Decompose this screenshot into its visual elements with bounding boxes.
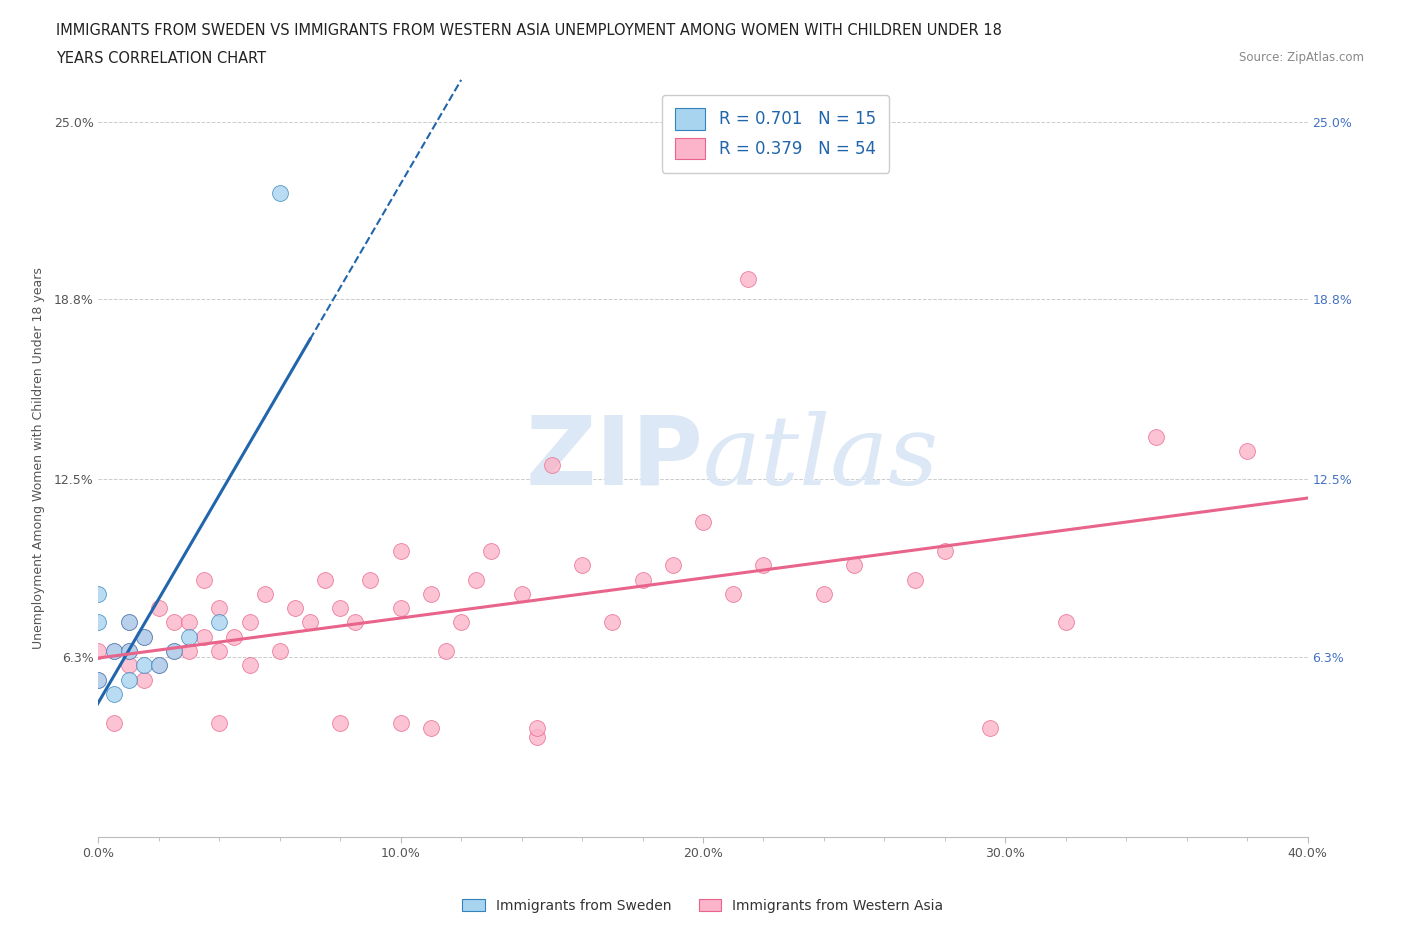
Point [148, 658, 170, 672]
Point [389, 601, 412, 616]
Point [118, 615, 141, 630]
Point [148, 658, 170, 672]
Point [103, 644, 125, 658]
Point [118, 658, 141, 672]
Point [979, 721, 1001, 736]
Point [813, 587, 835, 602]
Point [224, 630, 246, 644]
Point [208, 715, 231, 730]
Point [692, 515, 714, 530]
Point [239, 615, 262, 630]
Point [87, 587, 110, 602]
Point [132, 672, 155, 687]
Point [571, 558, 593, 573]
Point [179, 615, 201, 630]
Point [389, 715, 412, 730]
Point [253, 587, 276, 602]
Point [269, 644, 291, 658]
Point [179, 644, 201, 658]
Point [752, 558, 775, 573]
Point [103, 715, 125, 730]
Point [510, 587, 533, 602]
Point [208, 615, 231, 630]
Point [103, 644, 125, 658]
Point [737, 272, 759, 286]
Point [193, 630, 215, 644]
Point [360, 572, 382, 587]
Point [314, 572, 336, 587]
Point [434, 644, 457, 658]
Text: ZIP: ZIP [524, 412, 703, 505]
Point [179, 630, 201, 644]
Point [540, 458, 562, 472]
Point [1054, 615, 1077, 630]
Point [87, 644, 110, 658]
Legend: R = 0.701   N = 15, R = 0.379   N = 54: R = 0.701 N = 15, R = 0.379 N = 54 [662, 95, 889, 173]
Point [208, 644, 231, 658]
Point [208, 601, 231, 616]
Point [1144, 429, 1167, 444]
Point [284, 601, 307, 616]
Point [631, 572, 654, 587]
Point [132, 658, 155, 672]
Point [132, 630, 155, 644]
Point [420, 721, 443, 736]
Point [87, 672, 110, 687]
Point [103, 686, 125, 701]
Point [344, 615, 367, 630]
Point [934, 543, 956, 558]
Point [420, 587, 443, 602]
Point [87, 672, 110, 687]
Point [329, 715, 352, 730]
Point [87, 615, 110, 630]
Point [118, 672, 141, 687]
Text: YEARS CORRELATION CHART: YEARS CORRELATION CHART [56, 51, 266, 66]
Point [602, 615, 624, 630]
Point [132, 630, 155, 644]
Y-axis label: Unemployment Among Women with Children Under 18 years: Unemployment Among Women with Children U… [32, 267, 45, 649]
Point [329, 601, 352, 616]
Text: IMMIGRANTS FROM SWEDEN VS IMMIGRANTS FROM WESTERN ASIA UNEMPLOYMENT AMONG WOMEN : IMMIGRANTS FROM SWEDEN VS IMMIGRANTS FRO… [56, 23, 1002, 38]
Point [662, 558, 685, 573]
Point [239, 658, 262, 672]
Point [163, 644, 186, 658]
Point [904, 572, 927, 587]
Point [118, 644, 141, 658]
Legend: Immigrants from Sweden, Immigrants from Western Asia: Immigrants from Sweden, Immigrants from … [457, 894, 949, 919]
Point [465, 572, 488, 587]
Point [450, 615, 472, 630]
Point [481, 543, 503, 558]
Point [526, 729, 548, 744]
Point [389, 543, 412, 558]
Point [526, 721, 548, 736]
Point [148, 601, 170, 616]
Point [269, 186, 291, 201]
Point [193, 572, 215, 587]
Text: Source: ZipAtlas.com: Source: ZipAtlas.com [1239, 51, 1364, 64]
Point [299, 615, 322, 630]
Text: atlas: atlas [703, 411, 939, 505]
Point [118, 644, 141, 658]
Point [844, 558, 866, 573]
Point [118, 615, 141, 630]
Point [1236, 444, 1258, 458]
Point [723, 587, 745, 602]
Point [163, 644, 186, 658]
Point [163, 615, 186, 630]
